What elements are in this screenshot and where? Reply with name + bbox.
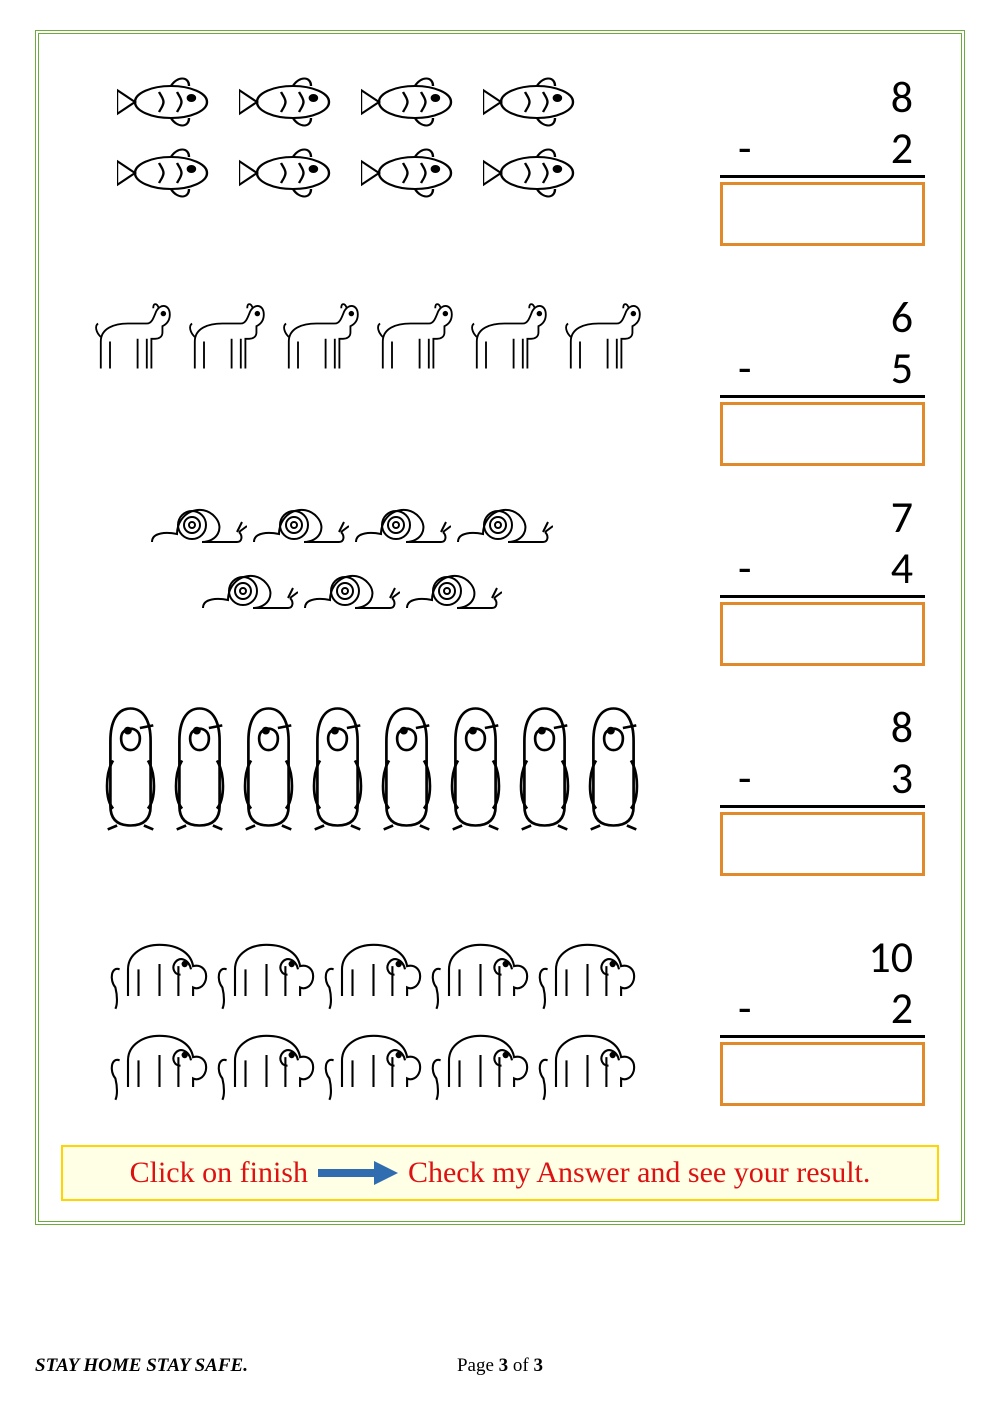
subtraction-problem-1: 8-2 bbox=[720, 72, 925, 246]
answer-box[interactable] bbox=[720, 182, 925, 246]
fish-icon bbox=[117, 143, 237, 208]
minus-sign: - bbox=[720, 123, 751, 174]
subtrahend-row: -2 bbox=[720, 123, 925, 179]
elephant-icon bbox=[107, 1023, 212, 1108]
fish-icon bbox=[361, 143, 481, 208]
penguin-icon bbox=[97, 702, 164, 837]
penguin-images bbox=[97, 702, 647, 837]
snail-icon bbox=[300, 558, 400, 618]
elephant-icon bbox=[321, 1023, 426, 1108]
elephant-images bbox=[107, 932, 640, 1108]
minus-sign: - bbox=[720, 343, 751, 394]
footer-stay-safe: STAY HOME STAY SAFE. bbox=[35, 1355, 248, 1377]
elephant-icon bbox=[428, 1023, 533, 1108]
subtrahend: 5 bbox=[891, 343, 913, 394]
worksheet-frame: 8-26-57-48-310-2Click on finishCheck my … bbox=[35, 30, 965, 1225]
dog-icon bbox=[87, 292, 179, 387]
subtrahend-row: -4 bbox=[720, 543, 925, 599]
dog-images bbox=[87, 292, 649, 387]
snail-icon bbox=[249, 492, 349, 552]
snail-icon bbox=[198, 558, 298, 618]
snail-icon bbox=[453, 492, 553, 552]
subtraction-problem-2: 6-5 bbox=[720, 292, 925, 466]
fish-icon bbox=[239, 72, 359, 137]
answer-box[interactable] bbox=[720, 402, 925, 466]
minuend: 8 bbox=[720, 72, 925, 123]
snail-icon bbox=[402, 558, 502, 618]
penguin-icon bbox=[511, 702, 578, 837]
minuend: 6 bbox=[720, 292, 925, 343]
minuend: 10 bbox=[720, 932, 925, 983]
snail-icon bbox=[147, 492, 247, 552]
minus-sign: - bbox=[720, 543, 751, 594]
subtrahend-row: -2 bbox=[720, 983, 925, 1039]
subtrahend: 4 bbox=[891, 543, 913, 594]
subtrahend: 2 bbox=[891, 123, 913, 174]
fish-icon bbox=[483, 143, 603, 208]
subtraction-problem-4: 8-3 bbox=[720, 702, 925, 876]
minus-sign: - bbox=[720, 753, 751, 804]
dog-icon bbox=[181, 292, 273, 387]
page-footer: STAY HOME STAY SAFE. Page 3 of 3 bbox=[35, 1355, 965, 1377]
minuend: 7 bbox=[720, 492, 925, 543]
elephant-icon bbox=[535, 932, 640, 1017]
elephant-icon bbox=[214, 932, 319, 1017]
subtrahend: 2 bbox=[891, 983, 913, 1034]
penguin-icon bbox=[304, 702, 371, 837]
answer-box[interactable] bbox=[720, 1042, 925, 1106]
dog-icon bbox=[275, 292, 367, 387]
elephant-icon bbox=[214, 1023, 319, 1108]
elephant-icon bbox=[321, 932, 426, 1017]
penguin-icon bbox=[166, 702, 233, 837]
dog-icon bbox=[557, 292, 649, 387]
fish-icon bbox=[361, 72, 481, 137]
subtraction-problem-5: 10-2 bbox=[720, 932, 925, 1106]
elephant-icon bbox=[107, 932, 212, 1017]
minuend: 8 bbox=[720, 702, 925, 753]
instruction-right: Check my Answer and see your result. bbox=[408, 1156, 870, 1190]
elephant-icon bbox=[428, 932, 533, 1017]
snail-images bbox=[147, 492, 553, 618]
fish-icon bbox=[117, 72, 237, 137]
arrow-icon bbox=[318, 1159, 398, 1187]
dog-icon bbox=[369, 292, 461, 387]
penguin-icon bbox=[373, 702, 440, 837]
fish-icon bbox=[239, 143, 359, 208]
penguin-icon bbox=[235, 702, 302, 837]
subtrahend-row: -5 bbox=[720, 343, 925, 399]
subtraction-problem-3: 7-4 bbox=[720, 492, 925, 666]
fish-images bbox=[117, 72, 603, 208]
dog-icon bbox=[463, 292, 555, 387]
answer-box[interactable] bbox=[720, 812, 925, 876]
subtrahend-row: -3 bbox=[720, 753, 925, 809]
subtrahend: 3 bbox=[891, 753, 913, 804]
elephant-icon bbox=[535, 1023, 640, 1108]
penguin-icon bbox=[442, 702, 509, 837]
snail-icon bbox=[351, 492, 451, 552]
instruction-left: Click on finish bbox=[130, 1156, 308, 1190]
instruction-bar: Click on finish Check my Answer and see y… bbox=[61, 1145, 939, 1201]
penguin-icon bbox=[580, 702, 647, 837]
answer-box[interactable] bbox=[720, 602, 925, 666]
footer-page-indicator: Page 3 of 3 bbox=[457, 1355, 543, 1377]
minus-sign: - bbox=[720, 983, 751, 1034]
fish-icon bbox=[483, 72, 603, 137]
